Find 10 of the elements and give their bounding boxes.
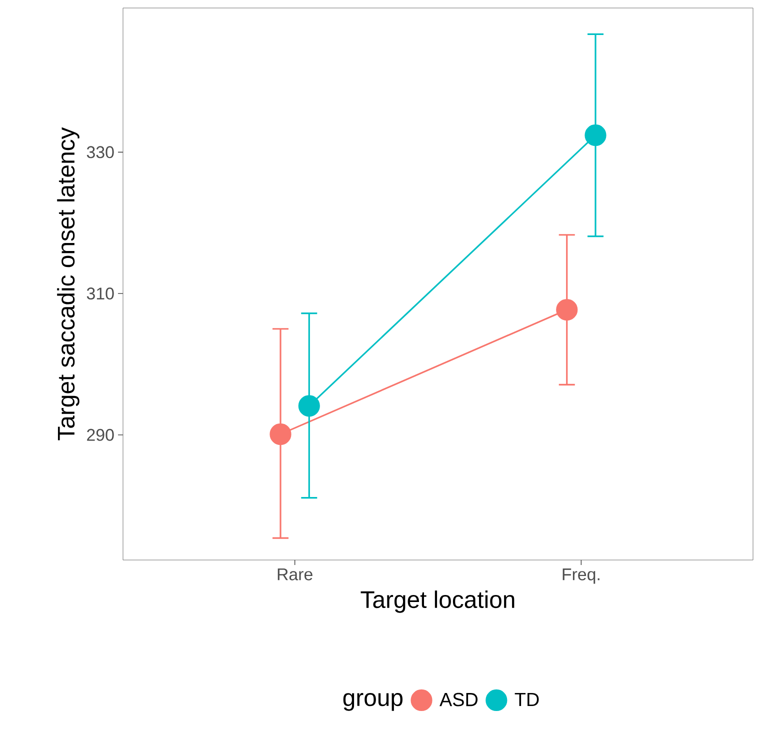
legend-label: ASD [440, 692, 478, 706]
y-tick-label: 310 [86, 288, 114, 300]
y-axis-title: Target saccadic onset latency [57, 127, 80, 440]
legend-label: TD [514, 692, 539, 706]
x-axis-title: Target location [360, 590, 514, 613]
y-tick-label: 330 [86, 146, 114, 158]
y-tick-label: 290 [87, 428, 114, 441]
x-tick-label: Rare [278, 568, 312, 580]
legend-title: group [343, 693, 403, 711]
x-tick-label: Freq. [562, 568, 600, 584]
